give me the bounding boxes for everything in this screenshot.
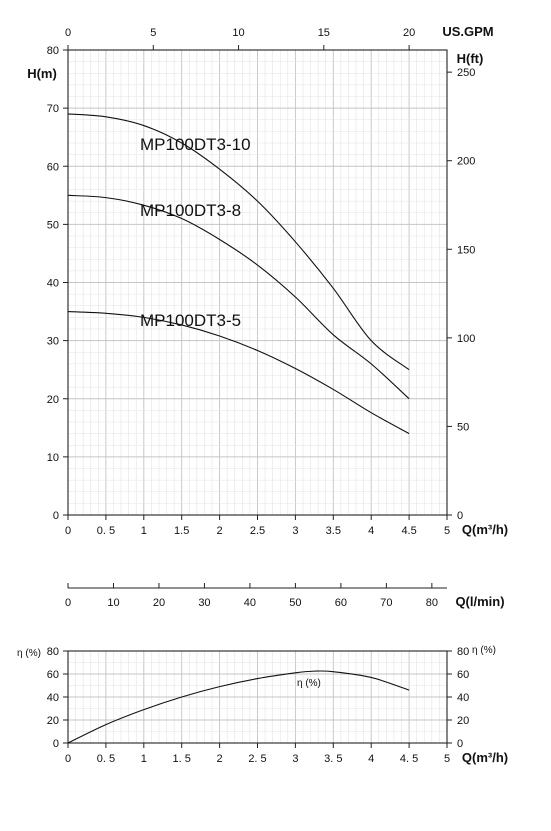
- eff-left-axis-tick-label: 0: [53, 738, 59, 750]
- eff-bottom-axis-tick-label: 4: [368, 753, 374, 765]
- left-axis-tick-label: 50: [47, 219, 59, 231]
- right-axis-tick-label: 250: [457, 67, 475, 79]
- eff-left-axis-tick-label: 40: [47, 692, 59, 704]
- bottom-axis-tick-label: 1.5: [174, 525, 189, 537]
- lmin-axis-tick-label: 50: [289, 597, 301, 609]
- eff-bottom-axis-tick-label: 1. 5: [173, 753, 191, 765]
- eff-right-axis-tick-label: 40: [457, 692, 469, 704]
- axis-tick-marks: [63, 45, 452, 748]
- series-line-mp100dt3-8: [67, 194, 410, 400]
- eff-bottom-axis-tick-label: 4. 5: [400, 753, 418, 765]
- top-axis-tick-label: 0: [65, 27, 71, 39]
- right-axis-label: H(ft): [457, 51, 484, 66]
- left-axis-tick-label: 10: [47, 452, 59, 464]
- right-axis-tick-label: 0: [457, 510, 463, 522]
- top-axis-tick-label: 15: [318, 27, 330, 39]
- lmin-axis-label: Q(l/min): [455, 594, 504, 609]
- right-axis-tick-label: 150: [457, 244, 475, 256]
- top-axis-tick-label: 5: [150, 27, 156, 39]
- right-axis-tick-label: 200: [457, 156, 475, 168]
- bottom-axis-tick-label: 4: [368, 525, 374, 537]
- lmin-axis-tick-label: 60: [335, 597, 347, 609]
- left-axis-tick-label: 60: [47, 161, 59, 173]
- eff-bottom-axis-tick-label: 0: [65, 753, 71, 765]
- eff-right-axis-tick-label: 60: [457, 669, 469, 681]
- eff-right-axis-tick-label: 80: [457, 646, 469, 658]
- bottom-axis-tick-label: 5: [444, 525, 450, 537]
- eff-right-axis-label: η (%): [472, 645, 496, 656]
- eff-left-axis-label: η (%): [17, 648, 41, 659]
- left-axis-label: H(m): [27, 66, 57, 81]
- series-label-mp100dt3-5: MP100DT3-5: [140, 311, 241, 330]
- series-line-mp100dt3-5: [67, 311, 410, 435]
- left-axis-tick-label: 70: [47, 103, 59, 115]
- eff-bottom-axis-tick-label: 0. 5: [97, 753, 115, 765]
- performance-curves: [67, 113, 410, 744]
- series-label-mp100dt3-10: MP100DT3-10: [140, 135, 251, 154]
- lmin-axis-tick-label: 30: [198, 597, 210, 609]
- bottom-axis-label: Q(m³/h): [462, 522, 508, 537]
- eff-bottom-axis-tick-label: 3: [292, 753, 298, 765]
- head-chart-grid: [67, 49, 448, 516]
- bottom-axis-tick-label: 3: [292, 525, 298, 537]
- bottom-axis-tick-label: 3.5: [326, 525, 341, 537]
- eff-bottom-axis-label: Q(m³/h): [462, 750, 508, 765]
- bottom-axis-tick-label: 0: [65, 525, 71, 537]
- eff-right-axis-tick-label: 0: [457, 738, 463, 750]
- eff-right-axis-tick-label: 20: [457, 715, 469, 727]
- eff-bottom-axis-tick-label: 3. 5: [324, 753, 342, 765]
- lmin-axis-tick-label: 80: [426, 597, 438, 609]
- lmin-axis-tick-label: 20: [153, 597, 165, 609]
- eff-bottom-axis-tick-label: 2: [217, 753, 223, 765]
- top-axis-label: US.GPM: [442, 24, 493, 39]
- lmin-axis-tick-label: 40: [244, 597, 256, 609]
- series-label-efficiency: η (%): [297, 678, 321, 689]
- eff-left-axis-tick-label: 60: [47, 669, 59, 681]
- eff-bottom-axis-tick-label: 1: [141, 753, 147, 765]
- left-axis-tick-label: 30: [47, 336, 59, 348]
- series-line-mp100dt3-10: [67, 113, 410, 371]
- bottom-axis-tick-label: 2: [217, 525, 223, 537]
- right-axis-tick-label: 50: [457, 421, 469, 433]
- left-axis-tick-label: 40: [47, 278, 59, 290]
- left-axis-tick-label: 80: [47, 45, 59, 57]
- bottom-axis-tick-label: 2.5: [250, 525, 265, 537]
- eff-bottom-axis-tick-label: 5: [444, 753, 450, 765]
- series-label-mp100dt3-8: MP100DT3-8: [140, 201, 241, 220]
- eff-left-axis-tick-label: 20: [47, 715, 59, 727]
- efficiency-chart-grid: [67, 650, 448, 744]
- left-axis-tick-label: 20: [47, 394, 59, 406]
- bottom-axis-tick-label: 4.5: [401, 525, 416, 537]
- eff-bottom-axis-tick-label: 2. 5: [248, 753, 266, 765]
- right-axis-tick-label: 100: [457, 333, 475, 345]
- top-axis-tick-label: 20: [403, 27, 415, 39]
- lmin-axis-tick-label: 70: [380, 597, 392, 609]
- top-axis-tick-label: 10: [232, 27, 244, 39]
- lmin-axis-tick-label: 10: [107, 597, 119, 609]
- bottom-axis-tick-label: 0. 5: [97, 525, 115, 537]
- left-axis-tick-label: 0: [53, 510, 59, 522]
- bottom-axis-tick-label: 1: [141, 525, 147, 537]
- series-line-efficiency: [67, 670, 410, 744]
- eff-left-axis-tick-label: 80: [47, 646, 59, 658]
- lmin-axis-tick-label: 0: [65, 597, 71, 609]
